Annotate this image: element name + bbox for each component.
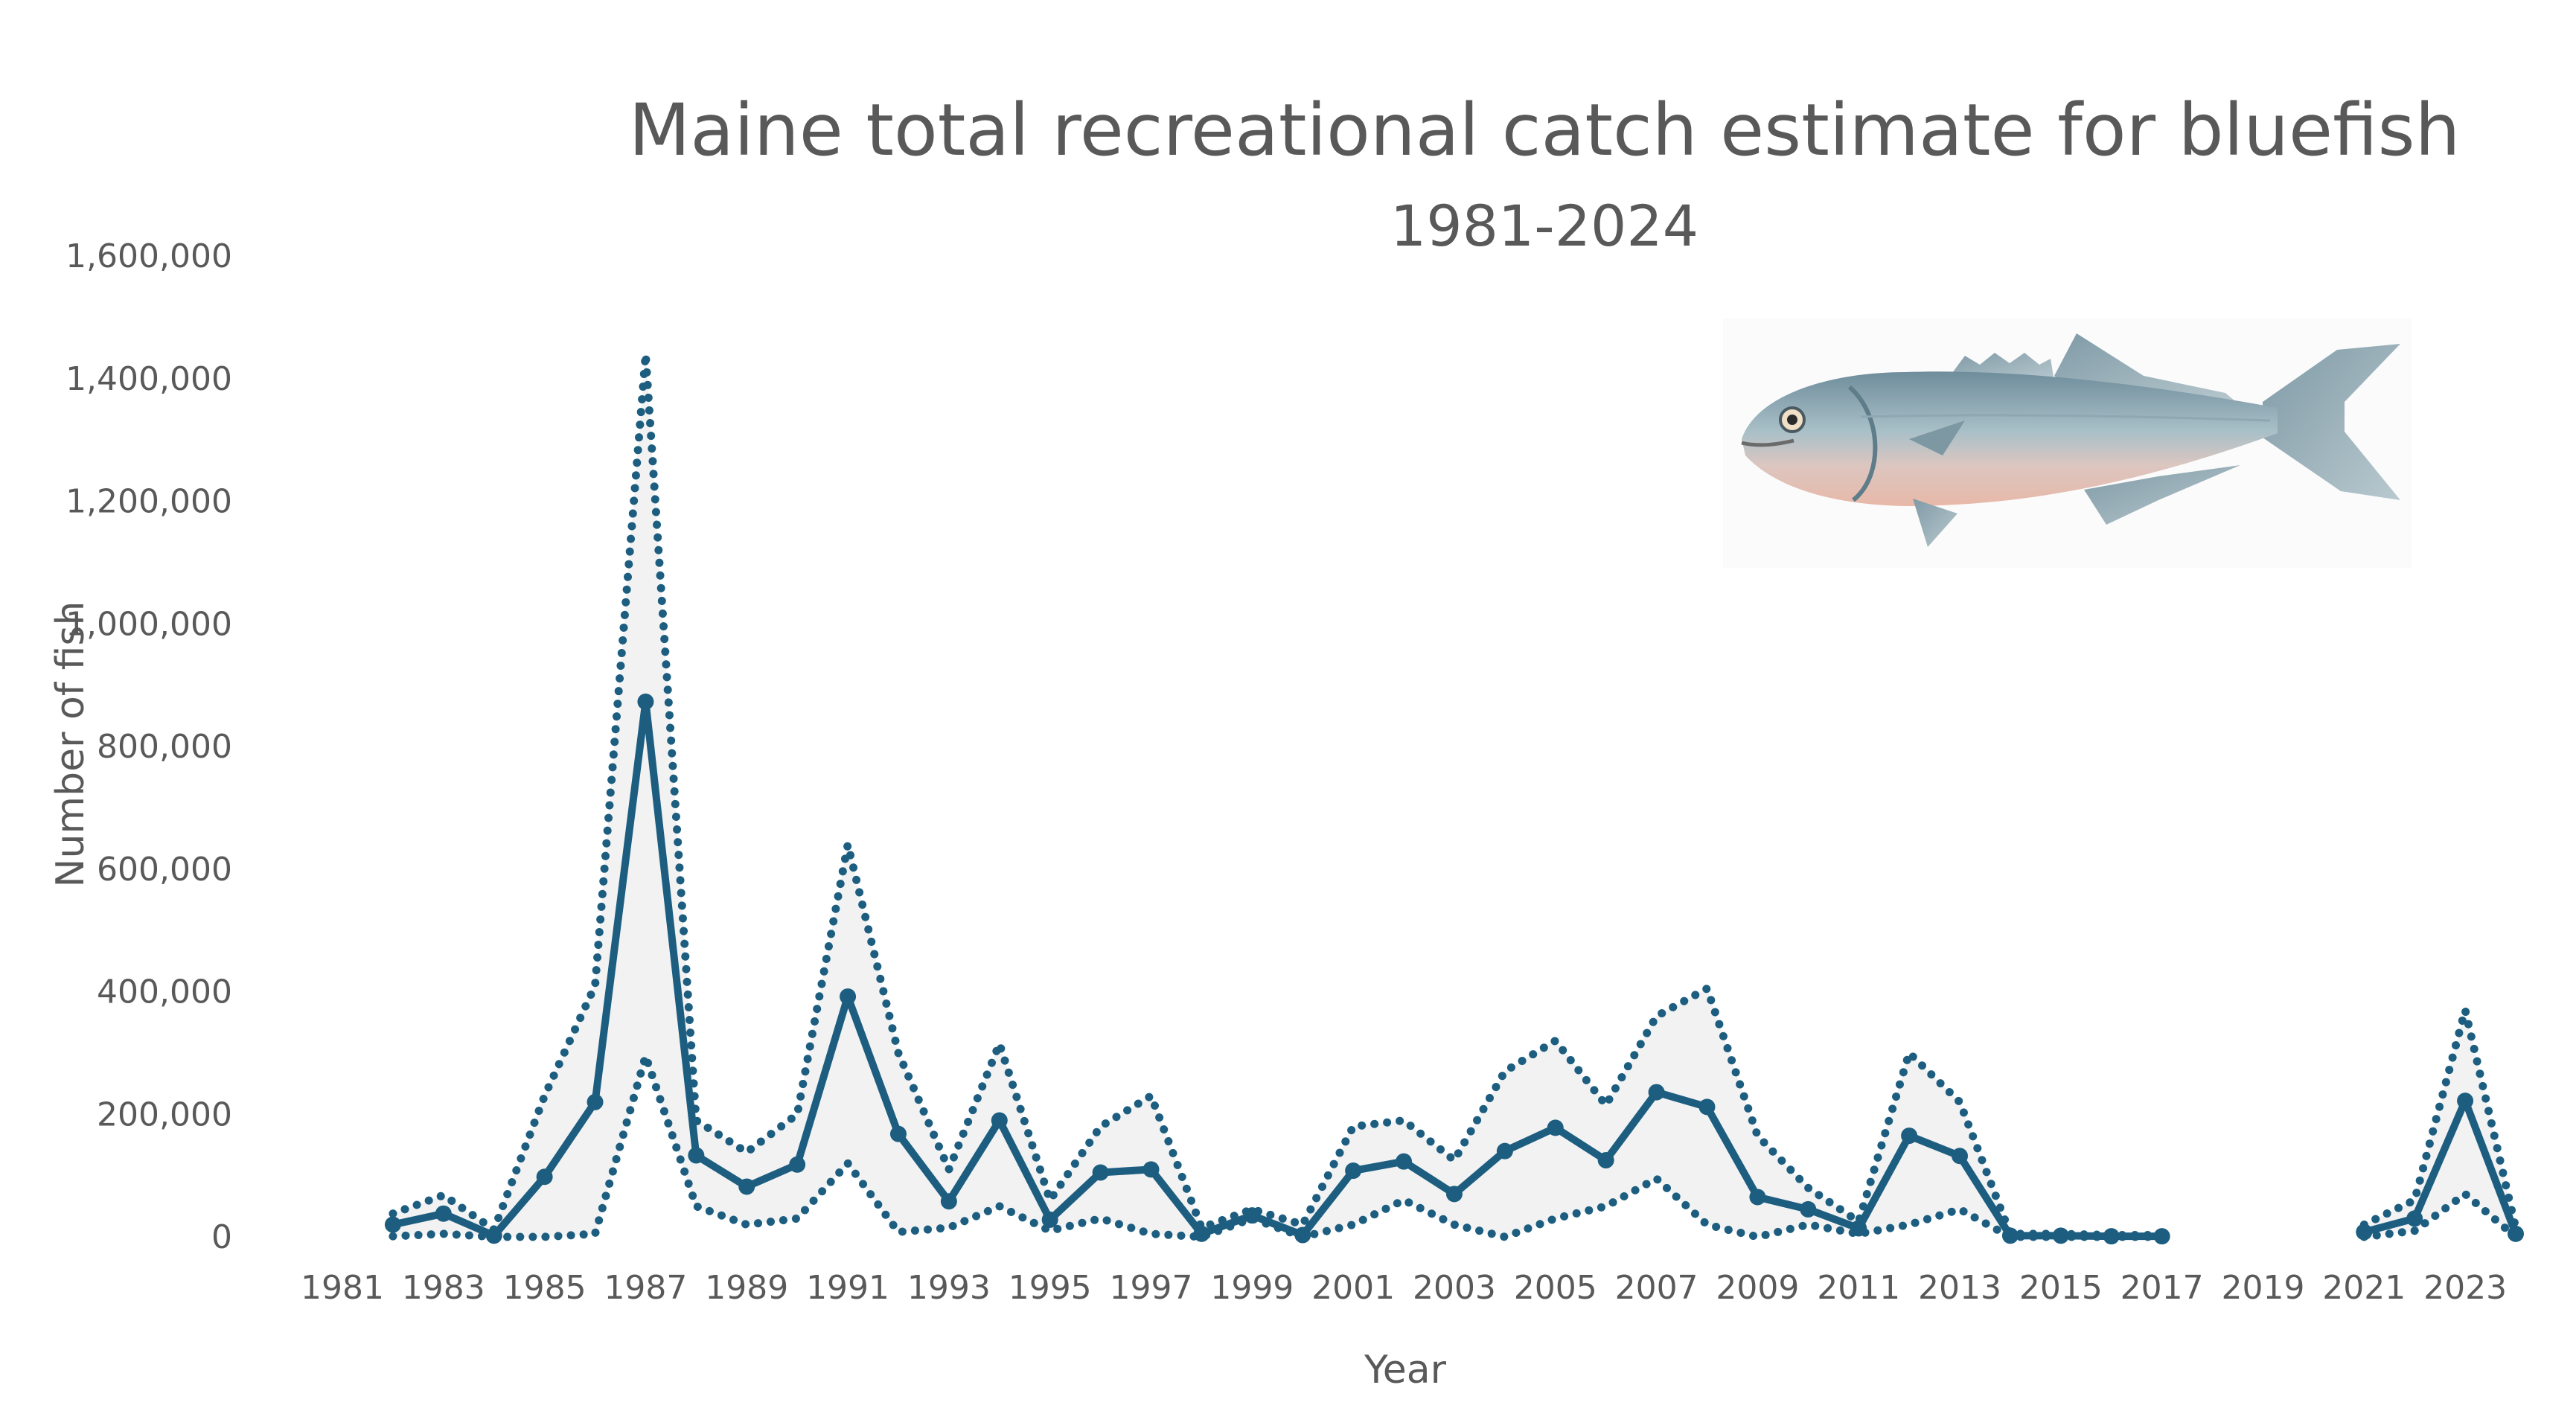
x-tick-label: 1981: [301, 1269, 384, 1307]
x-tick-label: 2015: [2019, 1269, 2103, 1307]
estimate-point: [1294, 1226, 1311, 1244]
estimate-point: [2356, 1224, 2373, 1241]
estimate-point: [2406, 1210, 2423, 1227]
chart-subtitle: 1981-2024: [1390, 193, 1698, 259]
x-tick-label: 1983: [402, 1269, 485, 1307]
estimate-point: [435, 1205, 452, 1222]
x-tick-label: 1993: [907, 1269, 991, 1307]
upper-bound-line: [2359, 1005, 2520, 1232]
estimate-point: [789, 1156, 806, 1173]
x-tick-label: 2005: [1514, 1269, 1597, 1307]
estimate-point: [2508, 1225, 2524, 1242]
y-axis-title: Number of fish: [48, 601, 93, 888]
x-tick-label: 2021: [2322, 1269, 2406, 1307]
estimate-point: [1800, 1200, 1817, 1218]
y-tick-label: 200,000: [97, 1095, 232, 1133]
estimate-point: [2001, 1227, 2019, 1244]
x-tick-label: 1991: [806, 1269, 889, 1307]
estimate-point: [637, 693, 654, 710]
x-tick-label: 2013: [1918, 1269, 2001, 1307]
estimate-point: [2457, 1093, 2474, 1110]
confidence-band: [392, 354, 2162, 1237]
estimate-point: [587, 1093, 604, 1110]
estimate-point: [1850, 1220, 1867, 1237]
estimate-point: [1193, 1225, 1210, 1242]
bluefish-illustration: [1723, 319, 2412, 568]
estimate-point: [2103, 1228, 2120, 1245]
x-tick-label: 1999: [1210, 1269, 1294, 1307]
plot-area: [384, 350, 2524, 1245]
y-tick-label: 1,000,000: [65, 605, 232, 643]
x-tick-label: 2009: [1716, 1269, 1799, 1307]
estimate-point: [1345, 1162, 1362, 1180]
y-tick-label: 800,000: [97, 728, 232, 766]
estimate-point: [1445, 1186, 1463, 1203]
x-tick-label: 2017: [2120, 1269, 2204, 1307]
x-tick-label: 1989: [705, 1269, 788, 1307]
estimate-point: [1041, 1211, 1058, 1228]
x-axis-title: Year: [1364, 1348, 1447, 1392]
estimate-point: [1597, 1152, 1614, 1169]
estimate-point: [840, 988, 857, 1005]
estimate-point: [1952, 1148, 1969, 1165]
x-tick-label: 1995: [1009, 1269, 1092, 1307]
estimate-point: [1698, 1098, 1716, 1116]
upper-bound-line: [389, 350, 2167, 1240]
estimate-point: [1547, 1119, 1564, 1136]
x-tick-label: 2019: [2221, 1269, 2304, 1307]
estimate-point: [688, 1147, 705, 1164]
lower-bound-line: [2359, 1189, 2520, 1241]
y-tick-label: 1,200,000: [65, 483, 232, 521]
estimate-point: [1396, 1153, 1413, 1170]
estimate-point: [384, 1216, 401, 1233]
estimate-point: [1648, 1084, 1665, 1101]
y-tick-label: 1,600,000: [65, 237, 232, 275]
estimate-point: [536, 1168, 553, 1186]
y-tick-label: 400,000: [97, 973, 232, 1011]
confidence-band: [2364, 1010, 2516, 1237]
y-tick-label: 600,000: [97, 851, 232, 889]
chart-title: Maine total recreational catch estimate …: [629, 89, 2461, 172]
estimate-point: [485, 1227, 502, 1244]
x-tick-label: 1997: [1110, 1269, 1193, 1307]
y-tick-label: 0: [211, 1218, 232, 1256]
x-tick-label: 1987: [604, 1269, 687, 1307]
x-tick-label: 1985: [503, 1269, 587, 1307]
x-tick-label: 2003: [1413, 1269, 1496, 1307]
estimate-point: [1092, 1164, 1109, 1181]
estimate-point: [1901, 1127, 1918, 1145]
y-tick-label: 1,400,000: [65, 360, 232, 398]
x-tick-label: 2011: [1817, 1269, 1900, 1307]
x-axis-ticks: 1981 1983 1985 1987 1989 1991 1993 1995 1997 1999…: [301, 1269, 2507, 1307]
estimate-point: [889, 1125, 907, 1142]
estimate-point: [1244, 1207, 1261, 1224]
estimate-point: [2153, 1228, 2170, 1245]
estimate-point: [1142, 1161, 1160, 1178]
x-tick-label: 2001: [1311, 1269, 1395, 1307]
estimate-point: [1749, 1189, 1766, 1206]
estimate-point: [738, 1178, 755, 1195]
estimate-point: [991, 1112, 1008, 1129]
y-axis-ticks: 0 200,000 400,000 600,000 800,000 1,000,000 1,…: [65, 237, 232, 1256]
x-tick-label: 2023: [2423, 1269, 2507, 1307]
estimate-line: [391, 697, 2162, 1241]
estimate-point: [2052, 1227, 2069, 1244]
estimate-point: [940, 1193, 957, 1210]
x-tick-label: 2007: [1615, 1269, 1698, 1307]
estimate-line: [2362, 1097, 2519, 1236]
estimate-point: [1496, 1142, 1513, 1159]
